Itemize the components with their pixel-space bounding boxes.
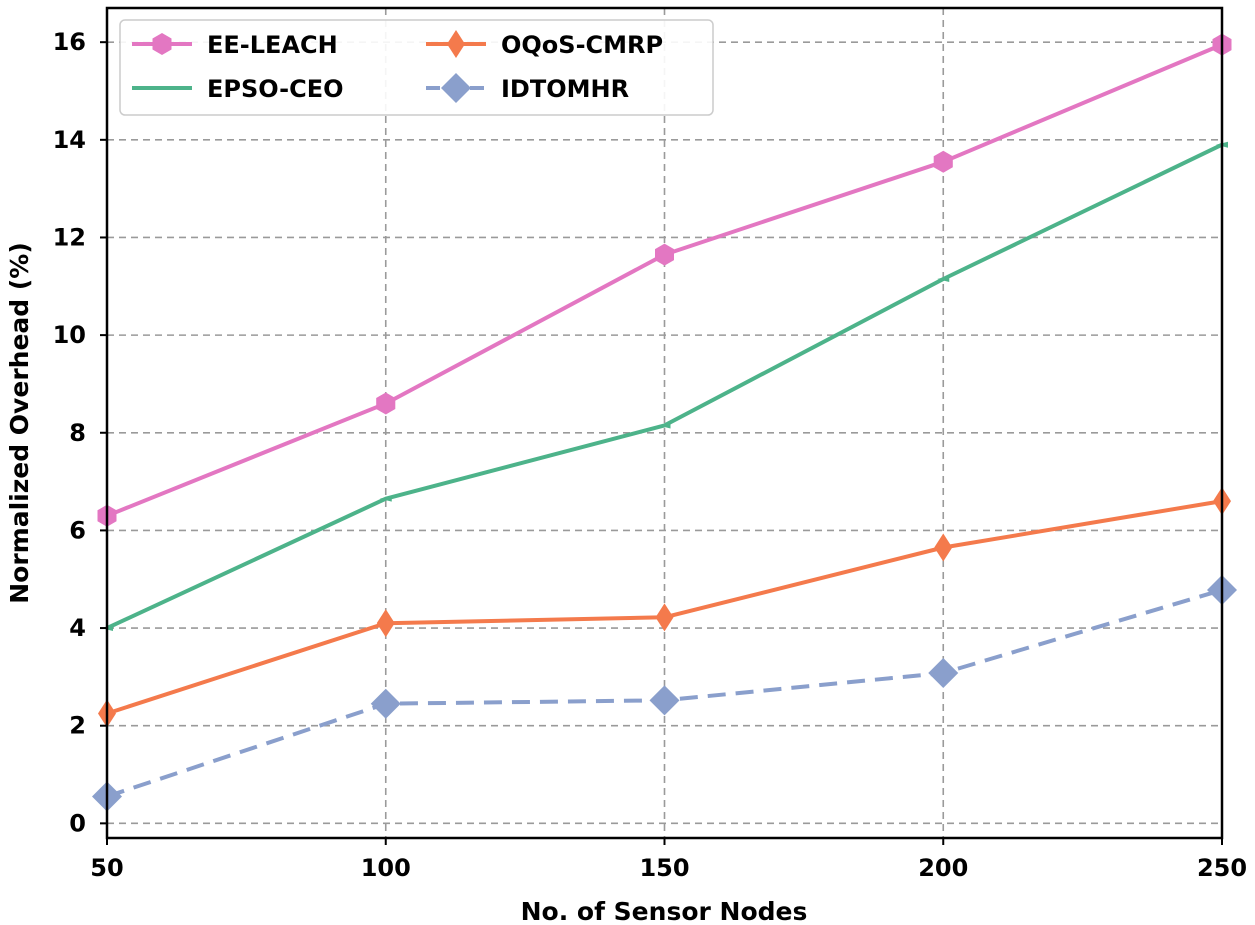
x-axis-label: No. of Sensor Nodes — [521, 897, 808, 925]
legend-item-ee-leach: EE-LEACH — [132, 31, 338, 59]
data-point — [937, 275, 950, 282]
legend-marker — [447, 30, 465, 58]
legend-item-epso-ceo: EPSO-CEO — [132, 75, 344, 103]
data-point — [376, 609, 395, 638]
data-point — [928, 657, 959, 688]
y-tick-label: 8 — [69, 419, 86, 447]
y-axis-label: Normalized Overhead (%) — [5, 242, 34, 604]
legend-marker — [441, 73, 471, 103]
y-tick-label: 10 — [53, 321, 86, 349]
data-point — [655, 603, 674, 632]
y-tick-label: 4 — [69, 614, 86, 642]
grid — [106, 8, 1223, 838]
legend-marker — [152, 33, 172, 55]
legend-item-oqos-cmrp: OQoS-CMRP — [426, 30, 663, 59]
data-point — [376, 392, 396, 415]
data-point — [655, 243, 674, 266]
legend: EE-LEACH EPSO-CEO OQoS-CMRP IDTOMHR — [119, 19, 714, 116]
data-point — [934, 533, 953, 562]
data-point — [649, 685, 680, 716]
legend-label: EE-LEACH — [207, 31, 338, 59]
y-tick-label: 14 — [53, 126, 86, 154]
x-tick-label: 150 — [639, 854, 689, 882]
data-point — [370, 688, 401, 719]
y-tick-label: 12 — [53, 223, 86, 251]
y-tick-label: 0 — [69, 809, 86, 837]
series-idtomhr — [92, 574, 1237, 812]
data-point — [379, 495, 392, 502]
data-point — [933, 150, 953, 173]
axis-ticks: 50 100 150 200 250 0 2 4 6 8 10 12 14 16 — [53, 28, 1247, 882]
legend-label: OQoS-CMRP — [501, 31, 663, 59]
y-tick-label: 16 — [53, 28, 86, 56]
legend-label: EPSO-CEO — [207, 75, 344, 103]
legend-box — [119, 19, 714, 116]
data-point — [658, 422, 671, 429]
x-tick-label: 100 — [361, 854, 411, 882]
x-tick-label: 250 — [1197, 854, 1247, 882]
y-tick-label: 6 — [69, 516, 86, 544]
x-tick-label: 200 — [918, 854, 968, 882]
legend-label: IDTOMHR — [501, 75, 629, 103]
y-tick-label: 2 — [69, 712, 86, 740]
legend-item-idtomhr: IDTOMHR — [426, 73, 629, 103]
x-tick-label: 50 — [90, 854, 123, 882]
